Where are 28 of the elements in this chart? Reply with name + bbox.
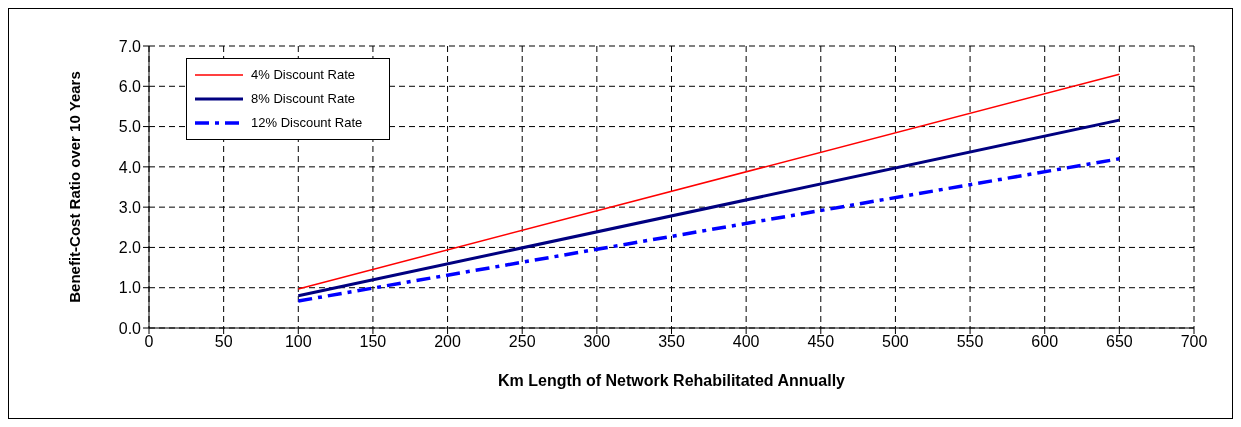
y-tick-label: 1.0 (118, 279, 142, 297)
x-axis-title: Km Length of Network Rehabilitated Annually (498, 372, 846, 389)
x-tick-label: 600 (1031, 333, 1059, 351)
x-tick-label: 0 (144, 333, 154, 351)
x-tick-label: 150 (359, 333, 387, 351)
x-tick-label: 300 (583, 333, 611, 351)
y-tick-label: 0.0 (118, 319, 142, 337)
y-axis-title: Benefit-Cost Ratio over 10 Years (65, 71, 83, 303)
y-tick-label: 5.0 (118, 118, 142, 136)
x-tick-label: 200 (434, 333, 462, 351)
x-tick-label: 350 (658, 333, 685, 351)
x-tick-label: 400 (732, 333, 760, 351)
x-tick-label: 550 (956, 333, 984, 351)
y-tick-label: 6.0 (118, 77, 142, 95)
y-tick-label: 4.0 (118, 158, 142, 176)
y-tick-label: 7.0 (118, 37, 142, 55)
x-tick-label: 500 (882, 333, 909, 351)
x-tick-label: 250 (508, 333, 536, 351)
x-tick-label: 100 (284, 333, 312, 351)
legend-label: 12% Discount Rate (251, 114, 363, 132)
x-tick-label: 700 (1180, 333, 1208, 351)
y-tick-label: 3.0 (118, 198, 142, 216)
legend-label: 8% Discount Rate (251, 90, 356, 108)
x-tick-label: 450 (807, 333, 835, 351)
legend-label: 4% Discount Rate (251, 66, 356, 84)
x-tick-label: 650 (1106, 333, 1133, 351)
y-tick-label: 2.0 (118, 239, 142, 257)
x-tick-label: 50 (214, 333, 233, 351)
